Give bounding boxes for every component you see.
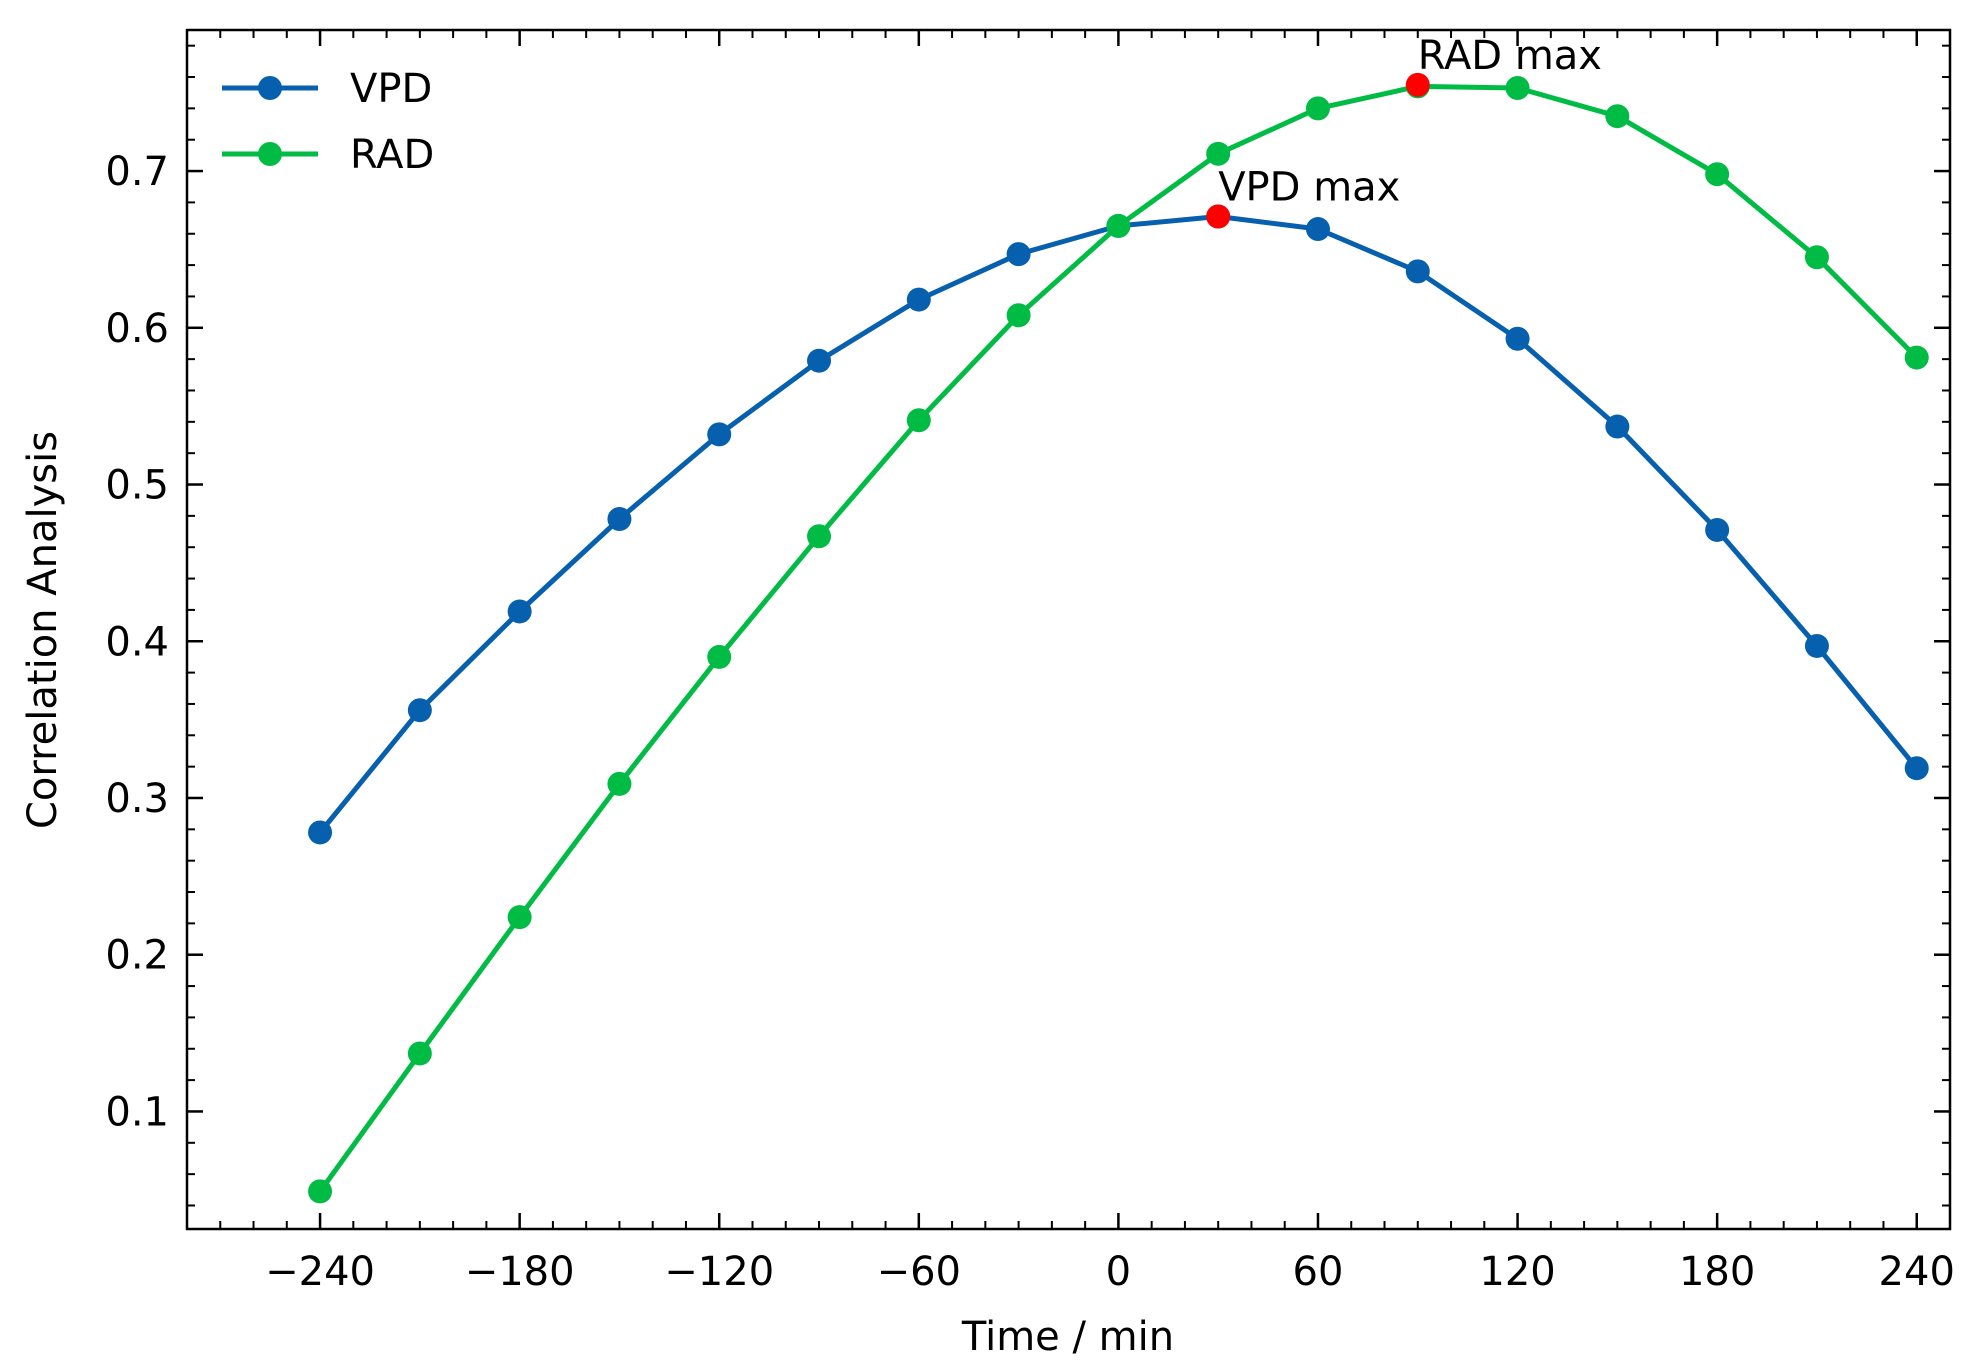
data-point-rad	[807, 524, 832, 549]
x-tick-label: 240	[1879, 1249, 1955, 1295]
y-tick-label: 0.1	[105, 1089, 169, 1135]
x-tick-label: −180	[465, 1249, 575, 1295]
y-tick-label: 0.2	[105, 933, 169, 979]
data-point-rad	[308, 1179, 333, 1204]
data-point-vpd	[407, 698, 432, 723]
data-point-rad	[1305, 96, 1330, 121]
ticks-layer: −240 −180 −120 −60 0 60 120 180 240 0.1 0.2 0.3 0.4 0…	[105, 30, 1955, 1295]
data-point-vpd	[1006, 242, 1031, 267]
y-axis-title: Correlation Analysis	[20, 431, 66, 829]
series-line-rad	[318, 83, 1919, 1193]
data-point-vpd	[1305, 217, 1330, 242]
data-point-rad	[1804, 245, 1829, 270]
x-axis-title: Time / min	[961, 1314, 1174, 1360]
legend-marker-vpd	[258, 76, 282, 100]
annotations-layer: VPD max RAD max	[1206, 33, 1602, 229]
series-line-vpd	[318, 214, 1919, 835]
data-point-vpd	[906, 287, 931, 312]
data-point-vpd	[1505, 326, 1530, 351]
data-point-vpd	[1705, 517, 1730, 542]
annotation-marker-rad-max	[1405, 72, 1430, 97]
y-tick-label: 0.5	[105, 463, 169, 509]
legend: VPD RAD	[222, 66, 434, 178]
data-point-vpd	[1904, 756, 1929, 781]
x-tick-label: 60	[1293, 1249, 1344, 1295]
data-point-vpd	[807, 348, 832, 373]
legend-marker-rad	[258, 142, 282, 166]
data-point-vpd	[1605, 414, 1630, 439]
y-tick-label: 0.3	[105, 776, 169, 822]
annotation-marker-vpd-max	[1206, 204, 1231, 229]
annotation-label-rad-max: RAD max	[1418, 33, 1602, 79]
data-point-vpd	[707, 422, 732, 447]
data-point-vpd	[607, 507, 632, 532]
x-tick-label: −240	[265, 1249, 375, 1295]
y-tick-label: 0.6	[105, 306, 169, 352]
data-point-rad	[1106, 213, 1131, 238]
x-tick-label: 120	[1479, 1249, 1555, 1295]
data-point-rad	[1605, 104, 1630, 129]
data-point-vpd	[308, 820, 333, 845]
y-tick-label: 0.4	[105, 619, 169, 665]
x-tick-label: 180	[1679, 1249, 1755, 1295]
x-tick-label: −120	[664, 1249, 774, 1295]
series-layer	[308, 74, 1929, 1204]
data-point-rad	[507, 905, 532, 930]
data-point-rad	[607, 771, 632, 796]
y-tick-label: 0.7	[105, 149, 169, 195]
legend-label-vpd: VPD	[350, 66, 432, 112]
data-point-vpd	[1405, 259, 1430, 284]
data-point-rad	[1505, 75, 1530, 100]
data-point-rad	[1006, 303, 1031, 328]
data-point-rad	[1206, 141, 1231, 166]
plot-frame	[185, 28, 1952, 1231]
data-point-rad	[906, 408, 931, 433]
data-point-vpd	[507, 599, 532, 624]
data-point-vpd	[1804, 633, 1829, 658]
data-point-rad	[407, 1041, 432, 1066]
data-point-rad	[1705, 162, 1730, 187]
x-tick-label: 0	[1106, 1249, 1131, 1295]
data-point-rad	[1904, 345, 1929, 370]
data-point-rad	[707, 644, 732, 669]
annotation-label-vpd-max: VPD max	[1218, 165, 1400, 211]
legend-label-rad: RAD	[350, 132, 434, 178]
x-tick-label: −60	[877, 1249, 961, 1295]
